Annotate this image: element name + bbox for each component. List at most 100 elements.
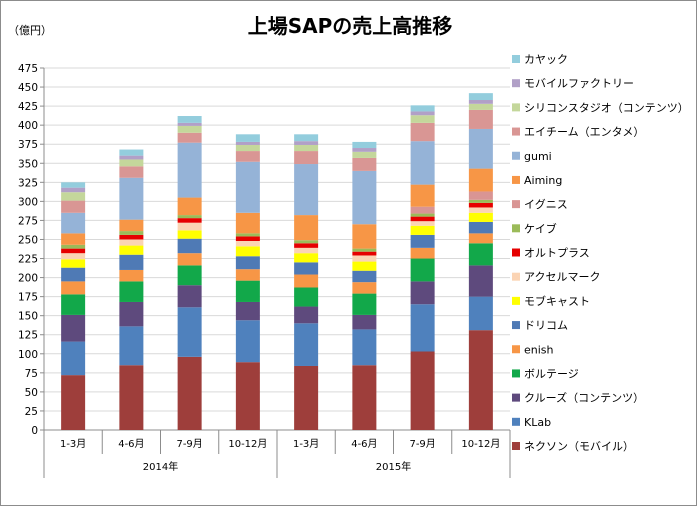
legend-label: モバイルファクトリー [524,77,634,90]
y-tick-label: 175 [18,292,38,304]
bar-segment [177,307,202,357]
bar-segment [61,248,86,254]
legend-label: アクセルマーク [524,271,600,284]
bar-segment [294,274,319,288]
bar-segment [119,326,144,366]
bar-segment [352,248,377,252]
bar-segment [410,221,435,226]
y-tick-label: 125 [18,330,38,342]
legend-swatch [512,55,520,63]
bar-segment [119,219,144,232]
y-tick-label: 100 [18,349,38,361]
legend-swatch [512,296,520,305]
unit-label: （億円） [8,24,52,37]
legend-label: モブキャスト [524,294,590,308]
bar-segment [294,164,319,216]
bar-segment [468,93,493,101]
bar-segment [468,265,493,297]
bar-segment [61,244,86,249]
bar-segment [177,265,202,286]
bar-segment [61,267,86,282]
bar-segment [61,259,86,268]
bar-segment [235,240,260,247]
bar-segment [61,200,86,213]
legend-label: ボルテージ [524,367,579,380]
bar-segment [410,351,435,430]
bar-segment [177,215,202,219]
bar-segment [352,314,377,330]
legend-label: エイチーム（エンタメ） [524,126,644,139]
bar-segment [294,240,319,244]
bar-segment [410,234,435,248]
bar-segment [468,330,493,430]
y-tick-label: 75 [25,368,38,380]
bar-segment [468,202,493,208]
group-label: 2015年 [376,460,411,473]
bar-segment [410,213,435,217]
bar-segment [177,125,202,133]
bar-segment [352,141,377,149]
bar-segment [235,144,260,152]
bar-segment [119,231,144,235]
bar-segment [119,269,144,282]
bar-segment [119,166,144,178]
bar-segment [177,356,202,430]
bar-segment [294,323,319,366]
legend-swatch [512,321,520,330]
legend-label: KLab [524,416,551,429]
bar-segment [410,206,435,214]
y-tick-label: 350 [18,158,38,170]
bar-segment [410,225,435,235]
x-tick-label: 4-6月 [351,438,377,450]
bar-segment [119,281,144,302]
bar-segment [352,329,377,366]
bar-segment [294,306,319,324]
legend-swatch [512,272,520,281]
bar-segment [410,141,435,185]
x-tick-label: 4-6月 [118,438,144,450]
x-tick-label: 10-12月 [228,438,267,450]
group-label: 2014年 [143,460,178,473]
legend-swatch [512,345,520,354]
bar-segment [294,215,319,241]
legend-swatch [512,248,520,257]
bar-segment [119,149,144,156]
bar-segment [177,222,202,231]
bar-segment [468,212,493,222]
bar-segment [294,144,319,152]
bar-segment [119,245,144,255]
bar-segment [468,168,493,192]
bar-segment [468,296,493,331]
bar-segment [235,212,260,234]
x-tick-label: 7-9月 [409,438,435,450]
bar-segment [410,304,435,352]
y-tick-label: 0 [31,425,38,437]
legend-label: enish [524,343,554,356]
bar-segment [177,218,202,223]
legend-swatch [512,393,520,402]
legend-label: ネクソン（モバイル） [524,440,634,453]
bar-segment [352,282,377,294]
bar-segment [468,103,493,110]
legend-label: クルーズ（コンテンツ） [524,391,644,405]
bar-segment [61,253,86,260]
bar-segment [119,301,144,327]
bar-segment [177,238,202,254]
bar-segment [235,269,260,281]
legend-label: gumi [524,150,552,163]
bar-segment [468,128,493,169]
bar-segment [468,221,493,234]
bar-segment [352,224,377,249]
y-tick-label: 425 [18,101,38,113]
bar-segment [352,261,377,271]
y-tick-label: 400 [18,120,38,132]
bar-segment [177,197,202,216]
legend-swatch [512,417,520,426]
bar-segment [410,111,435,116]
x-tick-label: 10-12月 [461,438,500,450]
bar-segment [177,116,202,123]
bar-segment [410,105,435,112]
bar-segment [410,216,435,222]
bar-segment [235,320,260,363]
bar-segment [468,243,493,266]
